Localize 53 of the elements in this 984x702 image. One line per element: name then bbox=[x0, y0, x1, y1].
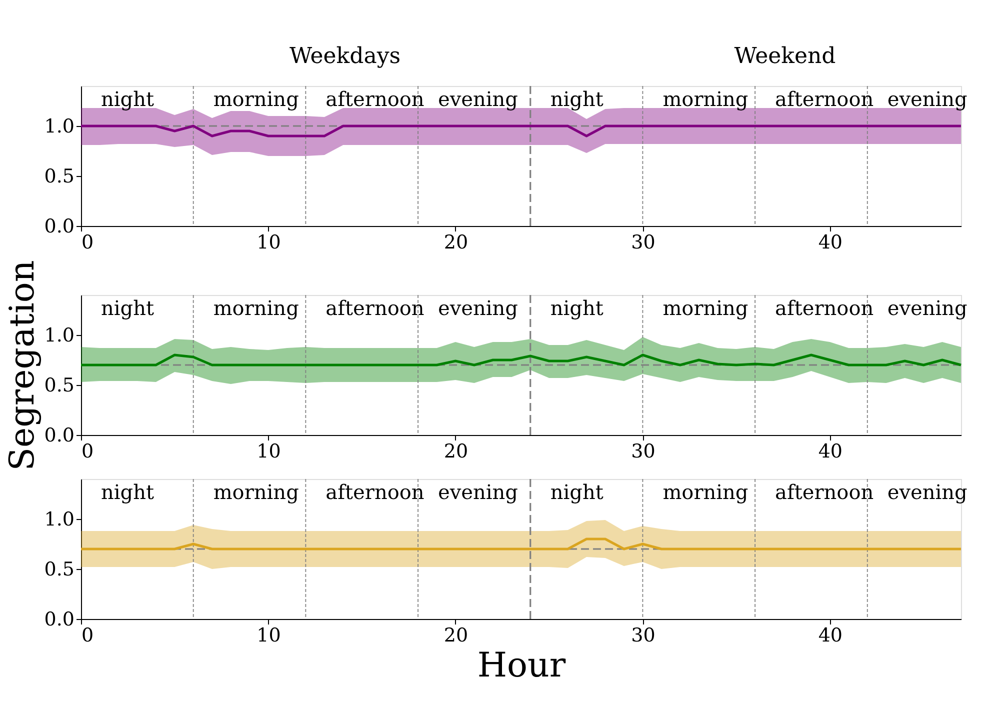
x-tick-label: 0 bbox=[82, 624, 94, 646]
x-tick-label: 10 bbox=[256, 624, 281, 646]
x-tick-label: 20 bbox=[444, 440, 468, 462]
annotation: morning bbox=[213, 296, 300, 320]
text: Weekend bbox=[734, 44, 836, 69]
y-tick-label: 0.0 bbox=[44, 608, 74, 630]
x-tick-label: 30 bbox=[631, 232, 656, 254]
annotation: morning bbox=[213, 480, 300, 504]
text: Weekdays bbox=[289, 44, 401, 69]
annotation: evening bbox=[438, 480, 518, 504]
y-tick-label: 1.0 bbox=[44, 116, 74, 138]
x-tick-label: 40 bbox=[818, 440, 843, 462]
annotation: evening bbox=[887, 87, 968, 111]
annotation: afternoon bbox=[326, 480, 424, 504]
annotation: night bbox=[550, 87, 604, 111]
annotation: night bbox=[101, 296, 154, 320]
annotation: morning bbox=[662, 87, 748, 111]
x-tick-label: 0 bbox=[82, 440, 94, 462]
annotation: evening bbox=[438, 296, 518, 320]
annotation: morning bbox=[662, 296, 748, 320]
x-tick-label: 0 bbox=[82, 232, 94, 254]
x-tick-label: 10 bbox=[256, 232, 281, 254]
x-tick-label: 20 bbox=[444, 624, 468, 646]
y-tick-label: 0.0 bbox=[44, 216, 74, 238]
x-tick-label: 10 bbox=[256, 440, 281, 462]
y-tick-label: 1.0 bbox=[44, 324, 74, 346]
x-axis-title: Hour bbox=[477, 646, 566, 686]
y-axis-title: Segregation bbox=[2, 260, 42, 471]
y-tick-label: 0.5 bbox=[44, 166, 74, 188]
x-tick-label: 20 bbox=[444, 232, 468, 254]
annotation: afternoon bbox=[326, 87, 424, 111]
annotation: evening bbox=[887, 296, 968, 320]
y-tick-label: 1.0 bbox=[44, 508, 74, 530]
annotation: night bbox=[101, 87, 154, 111]
annotation: night bbox=[101, 480, 154, 504]
annotation: afternoon bbox=[326, 296, 424, 320]
y-tick-label: 0.0 bbox=[44, 424, 74, 446]
x-tick-label: 40 bbox=[818, 624, 843, 646]
annotation: night bbox=[550, 480, 604, 504]
x-tick-label: 40 bbox=[818, 232, 843, 254]
annotation: evening bbox=[887, 480, 968, 504]
x-tick-label: 30 bbox=[631, 440, 656, 462]
annotation: evening bbox=[438, 87, 518, 111]
annotation: afternoon bbox=[775, 480, 874, 504]
y-tick-label: 0.5 bbox=[44, 558, 74, 580]
line-series bbox=[80, 354, 962, 366]
annotation: afternoon bbox=[775, 87, 874, 111]
annotation: afternoon bbox=[775, 296, 874, 320]
annotation: morning bbox=[662, 480, 748, 504]
y-tick-label: 0.5 bbox=[44, 374, 74, 396]
x-tick-label: 30 bbox=[631, 624, 656, 646]
annotation: night bbox=[550, 296, 604, 320]
annotation: morning bbox=[213, 87, 300, 111]
